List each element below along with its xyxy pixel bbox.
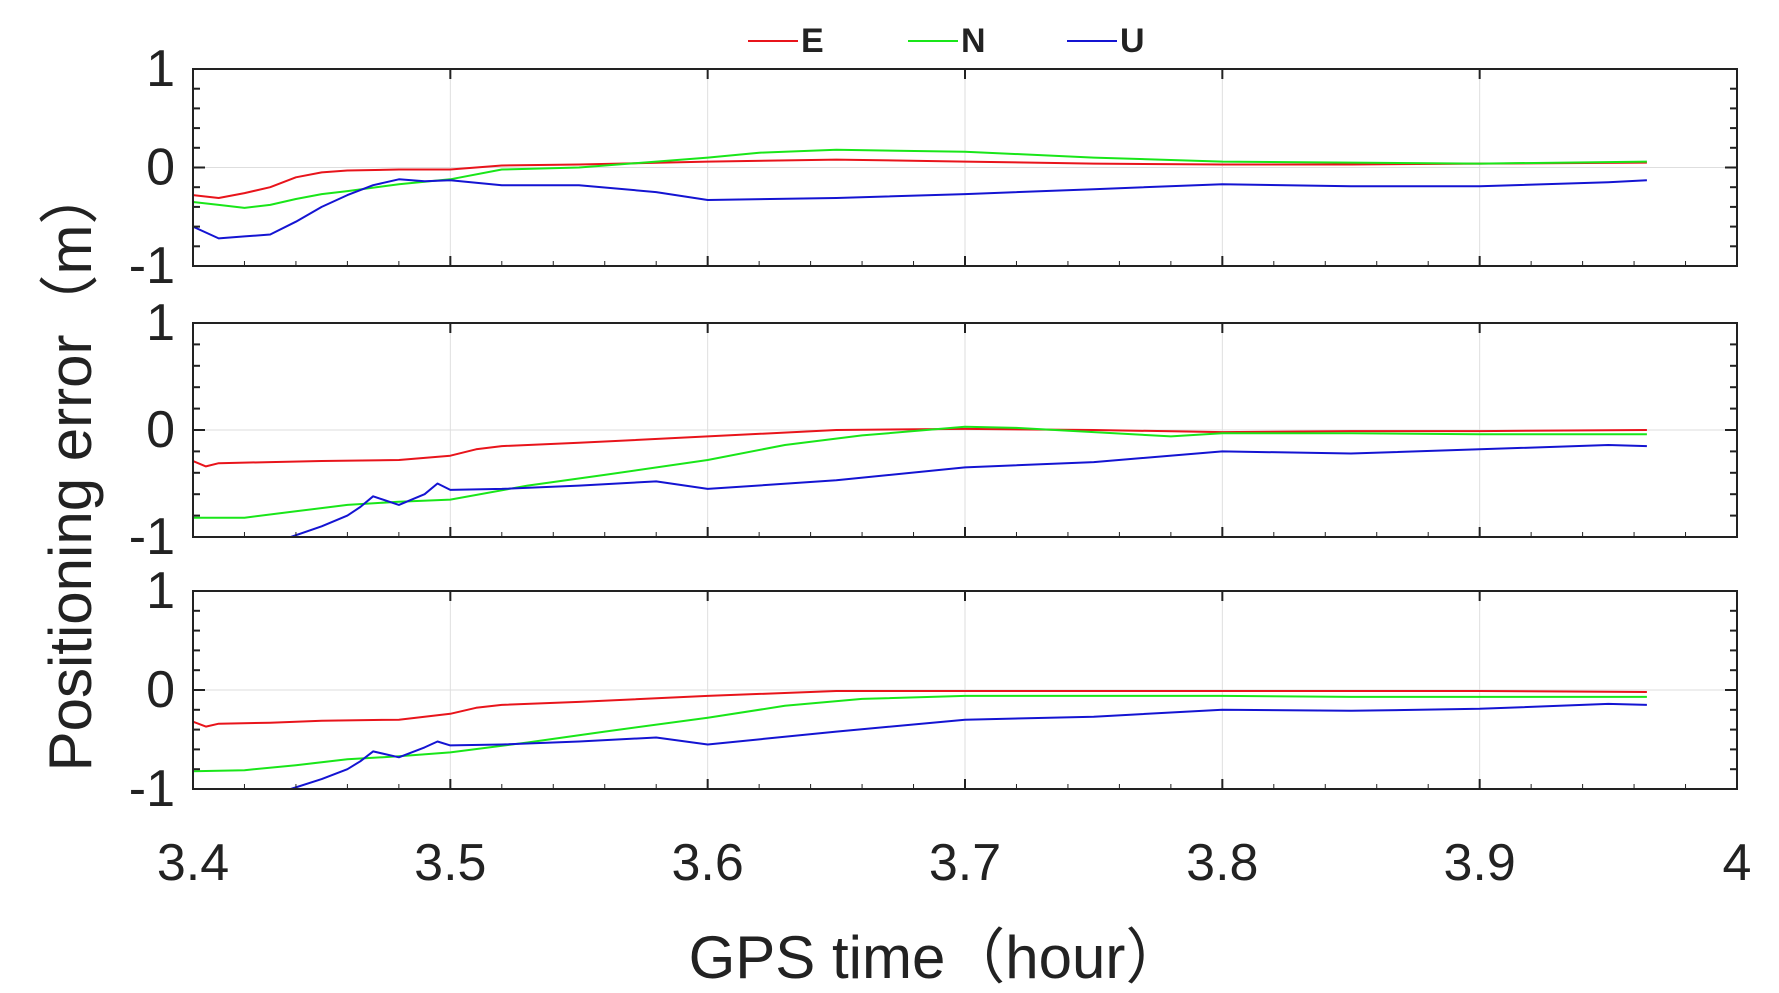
y-tick-label: 0 bbox=[146, 401, 175, 459]
y-tick-label: 1 bbox=[146, 294, 175, 352]
series-line-U bbox=[290, 444, 1647, 537]
series-line-N bbox=[193, 694, 1647, 773]
legend-item-N: N bbox=[908, 22, 986, 60]
panel-bottom: -1 0 1 3.4 3.5 3.6 3.7 3.8 3.9 4 bbox=[129, 562, 1752, 892]
series-line-N bbox=[193, 425, 1647, 519]
x-tick-label: 3.4 bbox=[157, 834, 229, 892]
legend-label-U: U bbox=[1120, 22, 1145, 60]
y-tick-label: 1 bbox=[146, 40, 175, 98]
panel-middle: -1 0 1 bbox=[129, 294, 1738, 566]
y-tick-label: -1 bbox=[129, 760, 175, 818]
x-tick-label: 3.7 bbox=[929, 834, 1001, 892]
y-tick-label: -1 bbox=[129, 508, 175, 566]
x-tick-label: 4 bbox=[1723, 834, 1752, 892]
legend-label-N: N bbox=[961, 22, 986, 60]
y-tick-label: 0 bbox=[146, 139, 175, 197]
series-line-E bbox=[193, 690, 1647, 728]
y-tick-label: 1 bbox=[146, 562, 175, 620]
x-tick-label: 3.5 bbox=[414, 834, 486, 892]
series-line-N bbox=[193, 148, 1647, 209]
y-tick-label: 0 bbox=[146, 661, 175, 719]
legend-label-E: E bbox=[801, 22, 824, 60]
legend-item-U: U bbox=[1067, 22, 1145, 60]
series-line-E bbox=[193, 158, 1647, 199]
y-tick-label: -1 bbox=[129, 237, 175, 295]
x-tick-label: 3.6 bbox=[672, 834, 744, 892]
x-tick-label: 3.9 bbox=[1444, 834, 1516, 892]
series-line-E bbox=[193, 427, 1647, 468]
series-line-U bbox=[290, 702, 1647, 789]
legend-item-E: E bbox=[748, 22, 824, 60]
panel-top: -1 0 1 bbox=[129, 40, 1738, 295]
x-tick-label: 3.8 bbox=[1186, 834, 1258, 892]
y-axis-title: Positioning error（m） bbox=[37, 165, 104, 772]
series-line-U bbox=[193, 178, 1647, 240]
x-axis-title: GPS time（hour） bbox=[689, 924, 1186, 991]
